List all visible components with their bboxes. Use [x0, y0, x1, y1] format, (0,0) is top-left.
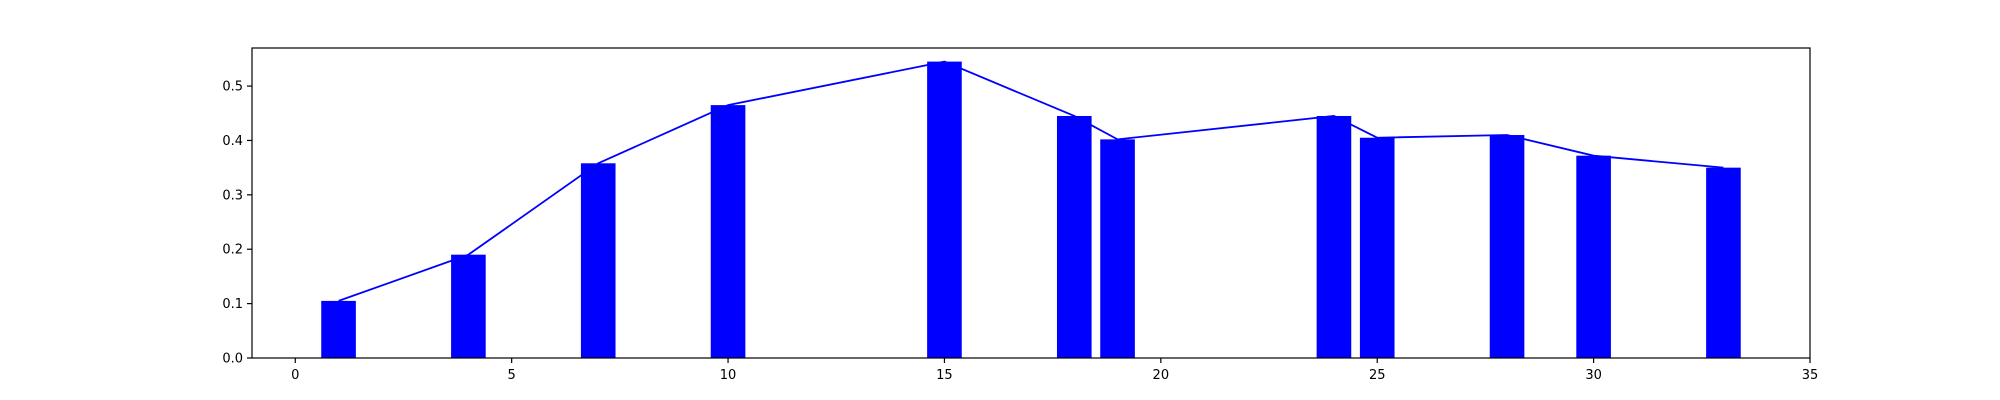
bar-8 — [1359, 137, 1395, 358]
y-tick-label-1: 0.1 — [222, 297, 243, 312]
x-tick-label-5: 25 — [1369, 368, 1386, 383]
bar-10 — [1576, 155, 1611, 358]
x-tick-label-7: 35 — [1802, 368, 1819, 383]
y-tick-label-3: 0.3 — [222, 188, 243, 203]
bar-6 — [1100, 139, 1135, 358]
bar-2 — [580, 163, 616, 358]
series-line — [338, 60, 1724, 302]
x-tick-label-3: 15 — [936, 368, 953, 383]
plot-frame — [251, 47, 1811, 359]
bar-7 — [1316, 115, 1352, 358]
x-tick-label-6: 30 — [1585, 368, 1602, 383]
bar-9 — [1489, 135, 1525, 358]
bar-3 — [710, 105, 746, 358]
y-tick-label-0: 0.0 — [222, 352, 243, 367]
x-tick-label-4: 20 — [1153, 368, 1170, 383]
y-tick-label-4: 0.4 — [222, 134, 243, 149]
line-layer — [338, 60, 1724, 302]
bar-4 — [927, 61, 962, 358]
bar-11 — [1706, 167, 1741, 358]
x-tick-label-0: 0 — [291, 368, 299, 383]
bar-0 — [321, 300, 356, 358]
x-tick-label-2: 10 — [720, 368, 737, 383]
y-tick-label-2: 0.2 — [222, 243, 243, 258]
axes-layer: 0 5 10 15 20 25 30 35 0.0 0.1 0.2 0.3 0.4 0.5 — [222, 47, 1819, 383]
x-tick-label-1: 5 — [508, 368, 516, 383]
bar-1 — [451, 254, 486, 358]
y-tick-label-5: 0.5 — [222, 80, 243, 95]
bar-5 — [1056, 115, 1092, 358]
bars-layer — [321, 61, 1741, 358]
